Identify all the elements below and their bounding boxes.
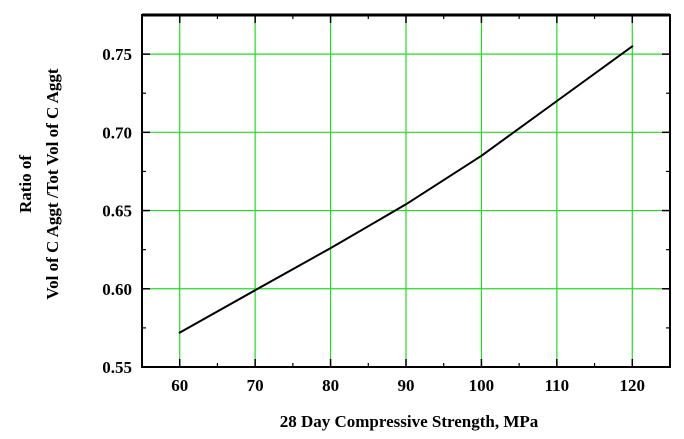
data-point bbox=[254, 289, 256, 292]
axis-ticks bbox=[141, 15, 671, 368]
x-tick-label: 70 bbox=[247, 376, 264, 395]
x-axis-title: 28 Day Compressive Strength, MPa bbox=[280, 412, 539, 431]
data-point bbox=[631, 45, 634, 48]
x-tick-label: 80 bbox=[322, 376, 339, 395]
x-tick-label: 110 bbox=[545, 376, 570, 395]
x-tick-label: 60 bbox=[171, 376, 188, 395]
x-tick-labels: 60 70 80 90 100 110 120 bbox=[171, 376, 645, 395]
x-tick-label: 120 bbox=[620, 376, 646, 395]
data-point bbox=[480, 155, 483, 157]
y-tick-label: 0.55 bbox=[102, 358, 132, 377]
x-tick-label: 100 bbox=[469, 376, 495, 395]
x-tick-label: 90 bbox=[398, 376, 415, 395]
data-point bbox=[556, 100, 558, 102]
y-tick-label: 0.75 bbox=[102, 45, 132, 64]
y-axis-title-line-2: Vol of C Aggt /Tot Vol of C Aggt bbox=[43, 68, 62, 299]
grid-lines bbox=[142, 15, 670, 367]
data-point bbox=[178, 331, 181, 334]
y-axis-title-line-1: Ratio of bbox=[16, 155, 35, 213]
data-point bbox=[405, 203, 407, 206]
y-tick-label: 0.70 bbox=[102, 123, 132, 142]
y-tick-label: 0.60 bbox=[102, 280, 132, 299]
y-tick-label: 0.65 bbox=[102, 202, 132, 221]
y-tick-labels: 0.55 0.60 0.65 0.70 0.75 bbox=[102, 45, 132, 377]
series-layer bbox=[178, 45, 634, 334]
data-point bbox=[329, 247, 332, 249]
